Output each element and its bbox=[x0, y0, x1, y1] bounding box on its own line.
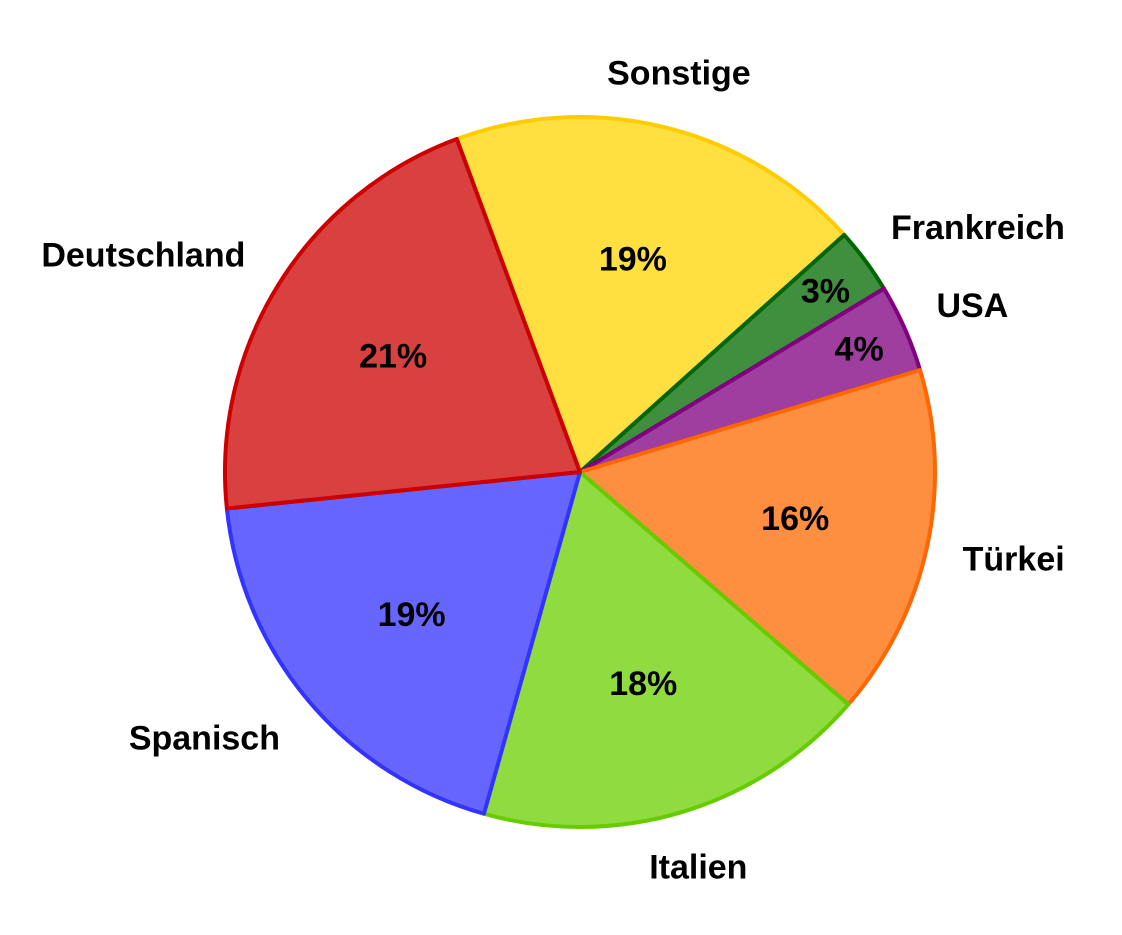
slice-value-label: 19% bbox=[599, 240, 667, 278]
slice-category-label: Türkei bbox=[963, 540, 1065, 578]
slice-category-label: Italien bbox=[649, 848, 747, 886]
slice-value-label: 21% bbox=[359, 338, 427, 376]
slice-value-label: 3% bbox=[801, 272, 850, 310]
slice-value-label: 16% bbox=[761, 500, 829, 538]
pie-slice-deutschland bbox=[223, 137, 582, 511]
slice-category-label: Deutschland bbox=[41, 236, 245, 274]
pie-slice-italien bbox=[481, 470, 851, 829]
slice-category-label: Frankreich bbox=[891, 209, 1065, 247]
slice-value-label: 18% bbox=[609, 665, 677, 703]
slice-category-label: Sonstige bbox=[607, 54, 751, 92]
slice-value-label: 4% bbox=[835, 330, 884, 368]
pie-slice-türkei bbox=[578, 367, 937, 707]
slice-category-label: Spanisch bbox=[129, 719, 280, 757]
pie-slice-spanisch bbox=[224, 470, 582, 816]
pie-slice-sonstige bbox=[454, 115, 847, 474]
slice-value-label: 19% bbox=[378, 596, 446, 634]
slice-category-label: USA bbox=[936, 287, 1008, 325]
